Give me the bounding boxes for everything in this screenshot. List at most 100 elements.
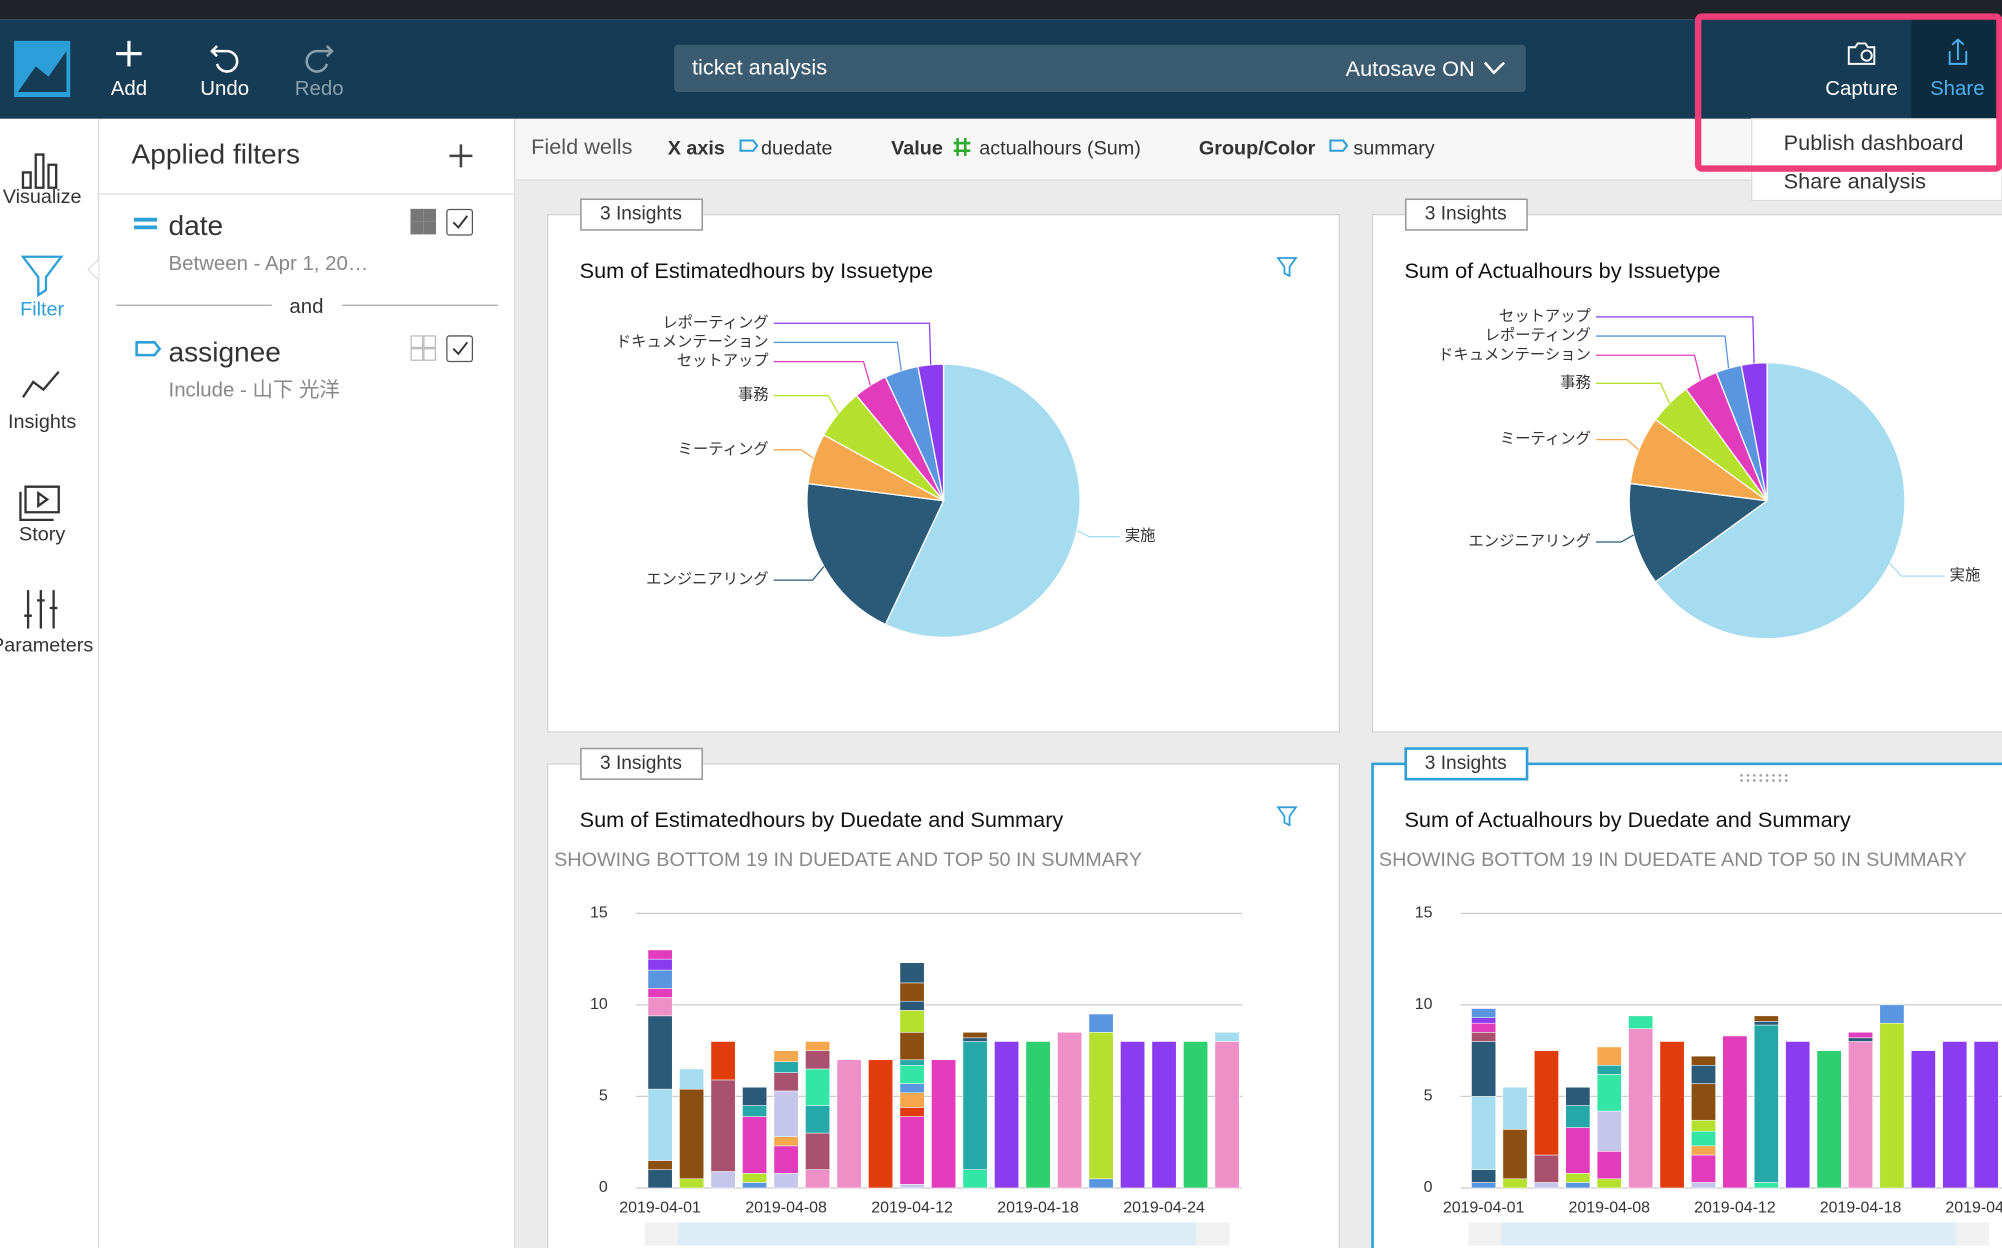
field-well-value[interactable]: summary	[1353, 138, 1434, 160]
drag-handle[interactable]	[1759, 774, 1762, 777]
filter-check	[452, 341, 469, 356]
share-menu-item[interactable]: Share analysis	[1784, 168, 1926, 193]
field-wells-label: Field wells	[531, 134, 632, 159]
bar-segment	[1691, 1154, 1716, 1183]
drag-handle[interactable]	[1778, 779, 1782, 782]
left-nav	[0, 118, 99, 1248]
drag-handle[interactable]	[1778, 774, 1782, 777]
nav-item[interactable]: Story	[19, 523, 65, 545]
add-filter[interactable]	[449, 144, 473, 168]
undo-button[interactable]: Undo	[200, 78, 249, 100]
pie-leader-line	[773, 322, 932, 365]
pie-label: エンジニアリング	[646, 571, 768, 588]
bar-segment	[899, 1059, 925, 1066]
nav-item[interactable]: Visualize	[3, 186, 82, 208]
field-well-label[interactable]: Group/Color	[1199, 138, 1316, 160]
insights-tab-label: 3 Insights	[1425, 753, 1507, 774]
visual-filter-icon[interactable]	[1276, 257, 1298, 278]
x-tick-label: 2019-04-08	[745, 1200, 827, 1217]
bar-segment	[1942, 1041, 1968, 1189]
insights-tab[interactable]	[580, 198, 703, 231]
share-button-bg[interactable]	[1911, 19, 2002, 119]
nav-item[interactable]: Parameters	[0, 635, 93, 657]
bar-segment	[805, 1132, 830, 1170]
drag-handle[interactable]	[1753, 774, 1756, 777]
nav-icon[interactable]	[20, 255, 64, 298]
bar-segment	[1628, 1028, 1654, 1189]
filter-name[interactable]: date	[169, 210, 224, 241]
bar-segment	[647, 949, 673, 960]
pie-leader-line	[773, 395, 839, 414]
bar-segment	[1691, 1083, 1716, 1121]
filter-enabled[interactable]	[446, 335, 474, 363]
nav-icon[interactable]	[19, 485, 60, 522]
insights-tab[interactable]	[580, 747, 703, 780]
field-well-label[interactable]: X axis	[668, 138, 725, 160]
bar-segment	[773, 1050, 799, 1062]
filter-scope-icon	[423, 221, 437, 235]
nav-icon[interactable]	[21, 153, 58, 189]
bar-segment	[1565, 1182, 1591, 1189]
bar-segment	[899, 962, 925, 984]
scrollbar-thumb[interactable]	[677, 1222, 1197, 1246]
bar-segment	[1691, 1182, 1716, 1189]
share-icon	[1948, 38, 1968, 65]
drag-handle[interactable]	[1759, 779, 1762, 782]
pie-leader-line	[1889, 562, 1945, 577]
drag-handle[interactable]	[1784, 779, 1788, 782]
filter-enabled[interactable]	[446, 208, 474, 236]
field-well-value[interactable]: actualhours (Sum)	[979, 138, 1141, 160]
drag-handle[interactable]	[1746, 779, 1750, 782]
drag-handle[interactable]	[1753, 779, 1756, 782]
pie-leader-line	[1595, 354, 1702, 380]
insights-tab[interactable]	[1404, 198, 1528, 231]
drag-handle[interactable]	[1772, 779, 1775, 782]
x-tick-label: 2019-04-12	[1694, 1200, 1776, 1217]
add-button[interactable]: Add	[111, 78, 147, 100]
drag-handle[interactable]	[1740, 779, 1743, 782]
bar-segment	[899, 1000, 925, 1011]
drag-handle[interactable]	[1772, 774, 1775, 777]
nav-icon[interactable]	[24, 590, 58, 629]
visual-card[interactable]	[1371, 762, 2002, 1248]
capture-button[interactable]: Capture	[1825, 78, 1898, 100]
nav-icon[interactable]	[22, 370, 60, 398]
bar-segment	[962, 1032, 988, 1039]
pie-label: ドキュメンテーション	[616, 333, 769, 350]
share-button[interactable]: Share	[1930, 78, 1984, 100]
autosave-toggle[interactable]: Autosave ON	[1346, 56, 1475, 81]
bar-segment	[742, 1173, 767, 1183]
pie-slice	[806, 482, 945, 626]
chart-title: Sum of Actualhours by Issuetype	[1404, 258, 1720, 283]
browser-strip	[0, 0, 2002, 20]
drag-handle[interactable]	[1740, 774, 1743, 777]
bar-segment	[1502, 1178, 1528, 1189]
drag-handle[interactable]	[1765, 779, 1769, 782]
drag-handle[interactable]	[1746, 774, 1750, 777]
analysis-name: ticket analysis	[692, 55, 827, 80]
visual-filter-icon[interactable]	[1276, 806, 1298, 827]
x-tick-label: 2019-04-18	[997, 1200, 1079, 1217]
bar-segment	[1471, 1022, 1497, 1033]
share-menu-item[interactable]: Publish dashboard	[1784, 130, 1964, 155]
field-well-label[interactable]: Value	[891, 138, 943, 160]
analysis-name-box[interactable]	[674, 44, 1526, 92]
drag-handle[interactable]	[1765, 774, 1769, 777]
y-tick-label: 15	[590, 905, 608, 922]
redo-button[interactable]: Redo	[295, 78, 344, 100]
drag-handle[interactable]	[1784, 774, 1788, 777]
scrollbar-thumb[interactable]	[1501, 1222, 1957, 1246]
bar-segment	[1088, 1013, 1114, 1033]
bar-segment	[710, 1041, 736, 1081]
nav-item[interactable]: Insights	[8, 411, 76, 433]
filter-name[interactable]: assignee	[169, 336, 281, 367]
bar-segment	[994, 1041, 1019, 1189]
nav-item[interactable]: Filter	[20, 299, 64, 321]
bar-segment	[1565, 1087, 1591, 1106]
pie-leader-line	[773, 566, 825, 581]
insights-tab[interactable]	[1404, 747, 1529, 781]
bar-segment	[1534, 1154, 1559, 1183]
field-well-value[interactable]: duedate	[761, 138, 832, 160]
bar-segment	[1120, 1041, 1145, 1189]
